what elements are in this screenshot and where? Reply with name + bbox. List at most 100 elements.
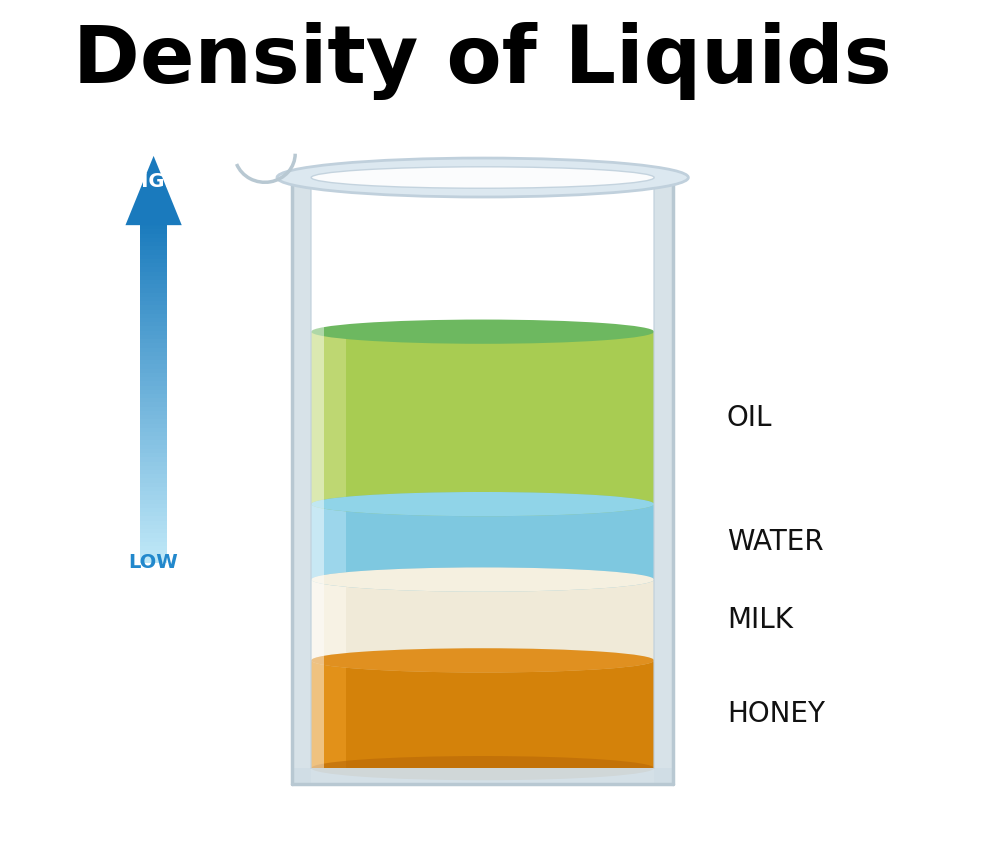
Bar <box>140 403 167 407</box>
Bar <box>140 313 167 318</box>
Bar <box>140 512 167 516</box>
Text: HIGH: HIGH <box>126 172 181 191</box>
Bar <box>140 538 167 542</box>
Bar <box>140 275 167 280</box>
Bar <box>292 768 673 784</box>
Bar <box>140 263 167 268</box>
Ellipse shape <box>311 167 654 188</box>
Bar <box>140 365 167 369</box>
Bar <box>140 344 167 347</box>
Ellipse shape <box>311 567 654 591</box>
Bar <box>311 504 654 579</box>
Text: HONEY: HONEY <box>727 701 825 728</box>
Bar <box>140 462 167 466</box>
Bar <box>140 419 167 423</box>
Bar <box>140 356 167 360</box>
Bar <box>654 178 673 784</box>
Bar <box>140 542 167 546</box>
Bar <box>311 313 324 768</box>
Bar <box>140 390 167 394</box>
Bar <box>140 369 167 373</box>
Bar <box>140 331 167 335</box>
Bar <box>140 500 167 504</box>
Bar <box>140 242 167 246</box>
Bar <box>140 347 167 352</box>
Bar <box>140 378 167 381</box>
Bar <box>140 559 167 563</box>
Bar <box>140 225 167 229</box>
Bar <box>140 445 167 449</box>
Bar <box>140 457 167 462</box>
Bar <box>140 449 167 453</box>
Ellipse shape <box>311 492 654 516</box>
Polygon shape <box>125 156 182 225</box>
Bar <box>140 394 167 398</box>
Bar <box>140 466 167 470</box>
Bar <box>140 373 167 378</box>
Bar <box>140 310 167 313</box>
Bar <box>140 415 167 419</box>
Bar <box>140 470 167 475</box>
Bar <box>311 579 346 661</box>
Bar <box>292 178 311 784</box>
Bar <box>140 533 167 538</box>
Bar <box>140 495 167 500</box>
Bar <box>140 250 167 255</box>
Bar <box>140 301 167 306</box>
Bar <box>140 385 167 390</box>
Bar <box>140 234 167 238</box>
Bar <box>140 411 167 415</box>
Bar <box>311 661 654 768</box>
Bar <box>140 326 167 331</box>
Bar <box>140 272 167 275</box>
Bar <box>140 491 167 495</box>
Bar <box>140 322 167 326</box>
Bar <box>140 246 167 250</box>
Bar <box>140 478 167 482</box>
Bar <box>140 255 167 259</box>
Ellipse shape <box>277 158 688 197</box>
Bar <box>140 339 167 344</box>
Bar <box>140 335 167 339</box>
Bar <box>140 432 167 436</box>
Bar <box>140 441 167 445</box>
Bar <box>140 306 167 310</box>
Bar <box>311 579 654 661</box>
Bar <box>311 661 346 768</box>
Text: MILK: MILK <box>727 606 793 634</box>
Ellipse shape <box>311 649 654 673</box>
Bar <box>140 529 167 533</box>
Ellipse shape <box>311 567 654 591</box>
Bar <box>140 268 167 272</box>
Bar <box>140 546 167 550</box>
Bar <box>140 280 167 284</box>
Ellipse shape <box>311 320 654 344</box>
Bar <box>140 352 167 356</box>
Ellipse shape <box>311 649 654 673</box>
Bar <box>140 453 167 457</box>
Bar <box>140 508 167 513</box>
Bar <box>140 428 167 432</box>
Bar <box>311 332 346 504</box>
Bar <box>140 482 167 487</box>
Bar <box>140 407 167 411</box>
Bar <box>140 288 167 293</box>
Bar <box>140 381 167 385</box>
Bar <box>140 475 167 478</box>
Bar <box>311 332 654 504</box>
Bar <box>140 525 167 529</box>
Bar <box>140 516 167 520</box>
Bar <box>140 423 167 428</box>
Text: Density of Liquids: Density of Liquids <box>73 22 892 100</box>
Text: OIL: OIL <box>727 404 772 432</box>
Bar <box>140 436 167 441</box>
Text: WATER: WATER <box>727 528 824 556</box>
Bar <box>140 238 167 242</box>
Bar <box>140 487 167 491</box>
Text: LOW: LOW <box>129 553 178 572</box>
Ellipse shape <box>311 492 654 516</box>
Bar <box>140 504 167 508</box>
Bar <box>140 293 167 297</box>
Bar <box>140 398 167 403</box>
Bar <box>140 297 167 301</box>
